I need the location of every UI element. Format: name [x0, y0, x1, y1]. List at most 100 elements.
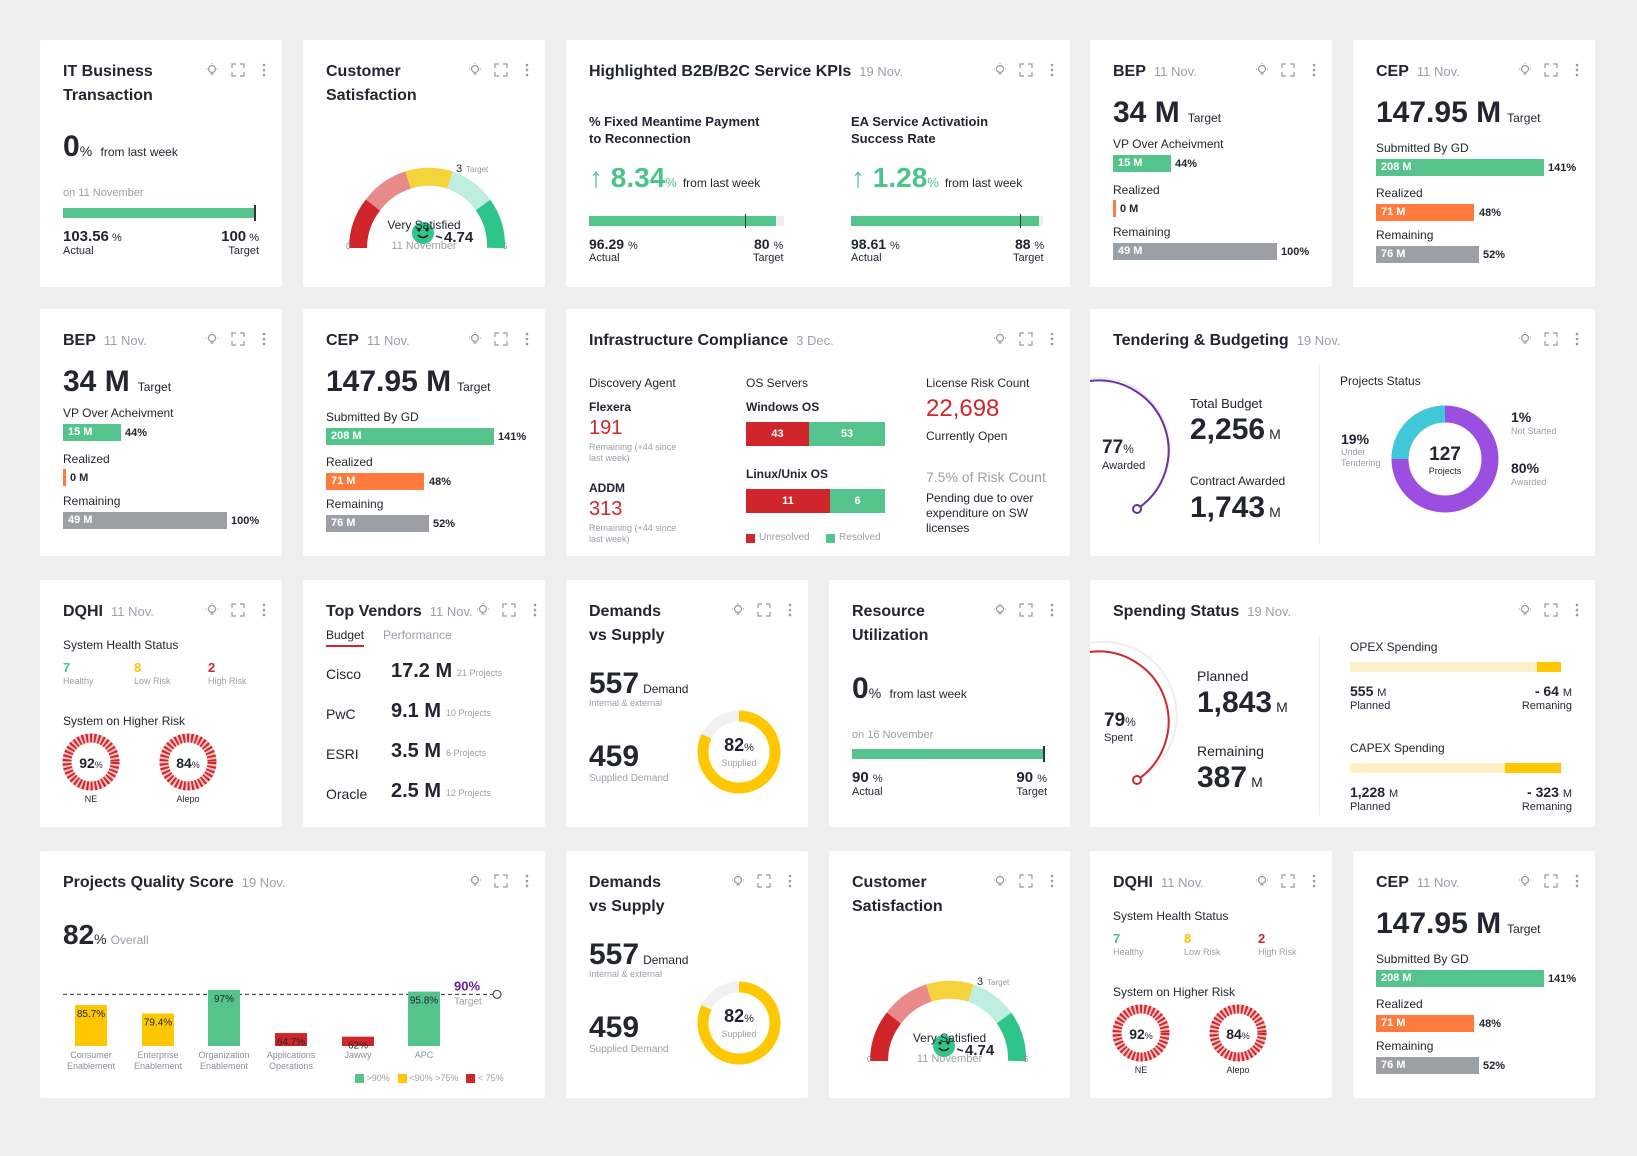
more-icon[interactable]	[1569, 331, 1579, 347]
bulb-icon[interactable]	[992, 873, 1008, 889]
expand-icon[interactable]	[1543, 602, 1559, 618]
target-value: 90%	[454, 978, 480, 993]
more-icon[interactable]	[1044, 331, 1054, 347]
bar-label-5: 95.8%	[410, 996, 438, 1007]
submitted-bar: 208 M	[1376, 970, 1544, 987]
tab-budget[interactable]: Budget	[326, 628, 365, 647]
more-icon[interactable]	[1569, 873, 1579, 889]
it-business-card: IT Business Transaction 0% from last week…	[40, 40, 282, 287]
expand-icon[interactable]	[1018, 62, 1034, 78]
bulb-icon[interactable]	[1254, 873, 1270, 889]
tendering-card: Tendering & Budgeting 19 Nov. 77% Awarded…	[1090, 309, 1595, 556]
gauge-max: 5	[503, 242, 508, 251]
bulb-icon[interactable]	[467, 873, 483, 889]
category-label: APC	[415, 1050, 434, 1060]
kpi-a-value: ↑ 8.34% from last week	[589, 162, 761, 193]
bulb-icon[interactable]	[1517, 602, 1533, 618]
satisfaction-label: Very Satisfied	[387, 218, 461, 232]
vp-bar: 15 M	[63, 424, 121, 441]
card-title: Spending Status 19 Nov.	[1113, 603, 1292, 620]
more-icon[interactable]	[1306, 873, 1316, 889]
expand-icon[interactable]	[1280, 873, 1296, 889]
target-label: Target	[454, 996, 482, 1007]
more-icon[interactable]	[519, 331, 529, 347]
expand-icon[interactable]	[1018, 331, 1034, 347]
more-icon[interactable]	[1044, 62, 1054, 78]
bar-2	[208, 990, 240, 1046]
expand-icon[interactable]	[1543, 331, 1559, 347]
more-icon[interactable]	[1044, 873, 1054, 889]
bulb-icon[interactable]	[992, 602, 1008, 618]
more-icon[interactable]	[256, 62, 266, 78]
more-icon[interactable]	[519, 62, 529, 78]
bar-5	[408, 991, 440, 1046]
expand-icon[interactable]	[230, 331, 246, 347]
bulb-icon[interactable]	[1254, 62, 1270, 78]
customer-satisfaction-card: Customer Satisfaction 0 5 4.74 3 Target V…	[303, 40, 545, 287]
bar-4	[342, 1036, 374, 1046]
bulb-icon[interactable]	[204, 62, 220, 78]
tab-performance[interactable]: Performance	[383, 628, 452, 642]
capex-bar	[1350, 763, 1561, 773]
more-icon[interactable]	[519, 873, 529, 889]
bar-3	[275, 1033, 307, 1046]
expand-icon[interactable]	[756, 602, 772, 618]
bar-label-1: 79.4%	[144, 1017, 172, 1028]
expand-icon[interactable]	[501, 602, 517, 618]
card-title: Highlighted B2B/B2C Service KPIs 19 Nov.	[589, 63, 904, 80]
bulb-icon[interactable]	[992, 62, 1008, 78]
score: 4.74	[965, 1042, 995, 1059]
top-vendors-card: Top Vendors 11 Nov. Budget Performance Ci…	[303, 580, 545, 827]
expand-icon[interactable]	[1543, 873, 1559, 889]
svg-text:5: 5	[1024, 1055, 1029, 1064]
expand-icon[interactable]	[230, 602, 246, 618]
bulb-icon[interactable]	[730, 873, 746, 889]
alepo-ring	[1208, 1003, 1268, 1068]
more-icon[interactable]	[527, 602, 537, 618]
vendor-projects: 10 Projects	[446, 708, 492, 718]
spent-arc	[1090, 640, 1178, 785]
more-icon[interactable]	[1569, 602, 1579, 618]
category-label: Operations	[269, 1061, 314, 1071]
svg-text:3: 3	[977, 976, 983, 988]
bulb-icon[interactable]	[1517, 873, 1533, 889]
more-icon[interactable]	[1044, 602, 1054, 618]
bar-0	[75, 1005, 107, 1046]
demands-supply-card: Demands vs Supply 557 Demand Internal & exte…	[566, 851, 808, 1098]
bulb-icon[interactable]	[204, 331, 220, 347]
bulb-icon[interactable]	[1517, 331, 1533, 347]
bulb-icon[interactable]	[475, 602, 491, 618]
kpi-b-bar	[851, 214, 1043, 228]
expand-icon[interactable]	[1280, 62, 1296, 78]
card-title: CEP 11 Nov.	[326, 332, 410, 349]
expand-icon[interactable]	[493, 62, 509, 78]
addm-value: 313	[589, 498, 623, 520]
more-icon[interactable]	[256, 602, 266, 618]
expand-icon[interactable]	[230, 62, 246, 78]
bulb-icon[interactable]	[467, 62, 483, 78]
remaining-bar: 76 M	[326, 515, 429, 532]
card-title: Resource Utilization	[852, 603, 929, 644]
submitted-bar: 208 M	[326, 428, 494, 445]
expand-icon[interactable]	[493, 331, 509, 347]
expand-icon[interactable]	[1543, 62, 1559, 78]
more-icon[interactable]	[256, 331, 266, 347]
more-icon[interactable]	[782, 602, 792, 618]
bulb-icon[interactable]	[467, 331, 483, 347]
expand-icon[interactable]	[493, 873, 509, 889]
expand-icon[interactable]	[756, 873, 772, 889]
bulb-icon[interactable]	[204, 602, 220, 618]
cep-card: CEP 11 Nov. 147.95 M Target Submitted By GD 2…	[1353, 851, 1595, 1098]
expand-icon[interactable]	[1018, 602, 1034, 618]
bulb-icon[interactable]	[730, 602, 746, 618]
bulb-icon[interactable]	[1517, 62, 1533, 78]
more-icon[interactable]	[1306, 62, 1316, 78]
bulb-icon[interactable]	[992, 331, 1008, 347]
date-label: on 11 November	[63, 187, 144, 199]
remaining-bar: 49 M	[1113, 243, 1277, 260]
card-title: Infrastructure Compliance 3 Dec.	[589, 332, 834, 349]
more-icon[interactable]	[782, 873, 792, 889]
cep-value: 147.95 M Target	[1376, 907, 1541, 940]
more-icon[interactable]	[1569, 62, 1579, 78]
expand-icon[interactable]	[1018, 873, 1034, 889]
